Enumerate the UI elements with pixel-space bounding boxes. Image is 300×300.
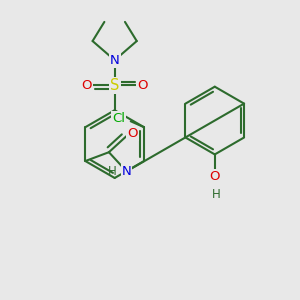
- Text: H: H: [212, 188, 220, 201]
- Text: N: N: [122, 165, 131, 178]
- Text: O: O: [137, 79, 148, 92]
- Text: N: N: [110, 54, 119, 67]
- Text: O: O: [209, 170, 220, 183]
- Text: O: O: [127, 127, 138, 140]
- Text: O: O: [81, 79, 92, 92]
- Text: S: S: [110, 78, 119, 93]
- Text: Cl: Cl: [112, 112, 125, 125]
- Text: H: H: [107, 165, 116, 178]
